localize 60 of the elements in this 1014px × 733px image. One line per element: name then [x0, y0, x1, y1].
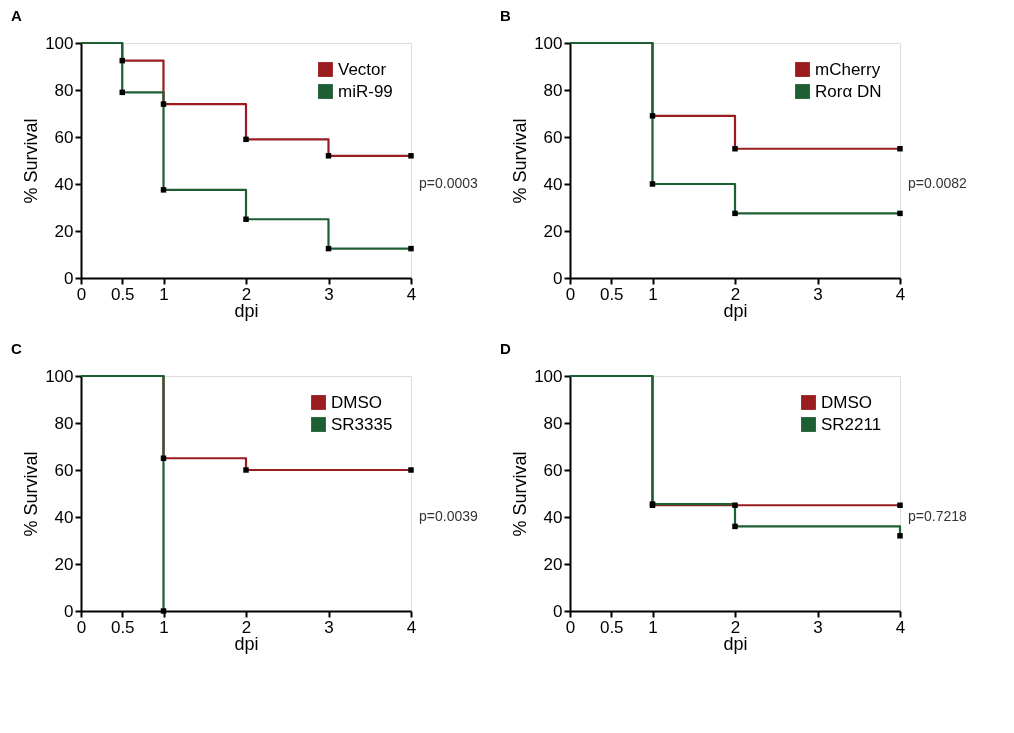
text: p=0.0039 [419, 508, 478, 524]
y-tick-label: 0 [64, 601, 74, 621]
x-tick-label: 0.5 [599, 617, 624, 637]
y-tick-label: 80 [543, 80, 563, 100]
y-tick-label: 20 [543, 221, 563, 241]
y-tick-label: 40 [54, 174, 74, 194]
x-tick-label: 0.5 [110, 284, 135, 304]
x-tick-label: 3 [324, 617, 334, 637]
text: p=0.0082 [908, 175, 967, 191]
y-axis-title: % Survival [510, 451, 531, 537]
y-tick-label: 40 [543, 174, 563, 194]
chart-title: A [11, 7, 22, 24]
legend-label: Vector [338, 59, 387, 79]
chart-title: C [11, 340, 22, 357]
y-tick-label: 20 [543, 554, 563, 574]
y-tick-label: 40 [543, 507, 563, 527]
y-tick-label: 80 [543, 413, 563, 433]
y-tick-label: 60 [543, 460, 563, 480]
chart-title: B [500, 7, 511, 24]
x-tick-label: 4 [895, 617, 906, 637]
legend-label: miR-99 [338, 81, 393, 101]
x-tick-label: 3 [813, 284, 823, 304]
y-tick-label: 80 [54, 413, 74, 433]
y-tick-label: 0 [553, 601, 563, 621]
legend-label: SR3335 [331, 414, 393, 434]
x-tick-label: 4 [406, 284, 417, 304]
y-tick-label: 60 [54, 127, 74, 147]
y-axis-title: % Survival [510, 118, 531, 204]
y-tick-label: 80 [54, 80, 74, 100]
y-tick-label: 20 [54, 554, 74, 574]
y-axis-title: % Survival [21, 118, 42, 204]
legend-label: SR2211 [821, 414, 882, 434]
y-tick-label: 0 [64, 268, 74, 288]
x-tick-label: 4 [895, 284, 906, 304]
y-tick-label: 100 [45, 366, 74, 386]
y-tick-label: 60 [543, 127, 563, 147]
x-tick-label: 1 [648, 617, 658, 637]
x-tick-label: 0.5 [599, 284, 624, 304]
x-tick-label: 1 [648, 284, 658, 304]
y-axis-title: % Survival [21, 451, 42, 537]
text: p=0.0003 [419, 175, 478, 191]
chart-title: D [500, 340, 511, 357]
x-tick-label: 0.5 [110, 617, 135, 637]
y-tick-label: 40 [54, 507, 74, 527]
x-tick-label: 3 [813, 617, 823, 637]
x-tick-label: 1 [159, 284, 169, 304]
text: p=0.7218 [908, 508, 967, 524]
y-tick-label: 0 [553, 268, 563, 288]
y-tick-label: 60 [54, 460, 74, 480]
y-tick-label: 20 [54, 221, 74, 241]
x-tick-label: 3 [324, 284, 334, 304]
y-tick-label: 100 [534, 33, 563, 53]
y-tick-label: 100 [45, 33, 74, 53]
y-tick-label: 100 [534, 366, 563, 386]
legend-label: DMSO [821, 392, 872, 412]
x-tick-label: 4 [406, 617, 417, 637]
legend-label: mCherry [815, 59, 881, 79]
legend-label: Rorα DN [815, 81, 882, 101]
x-tick-label: 1 [159, 617, 169, 637]
legend-label: DMSO [331, 392, 382, 412]
